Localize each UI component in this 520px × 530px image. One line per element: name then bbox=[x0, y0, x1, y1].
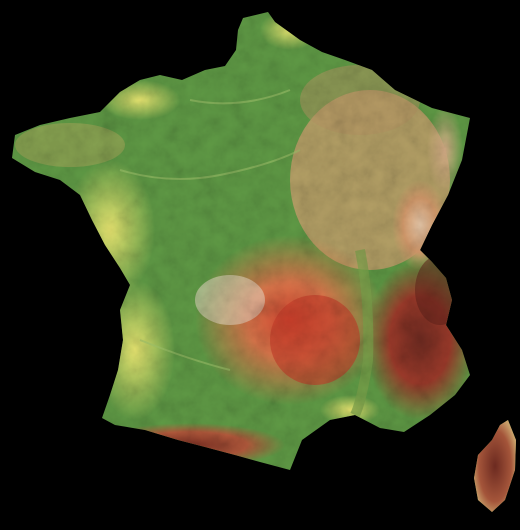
corsica bbox=[474, 420, 516, 512]
